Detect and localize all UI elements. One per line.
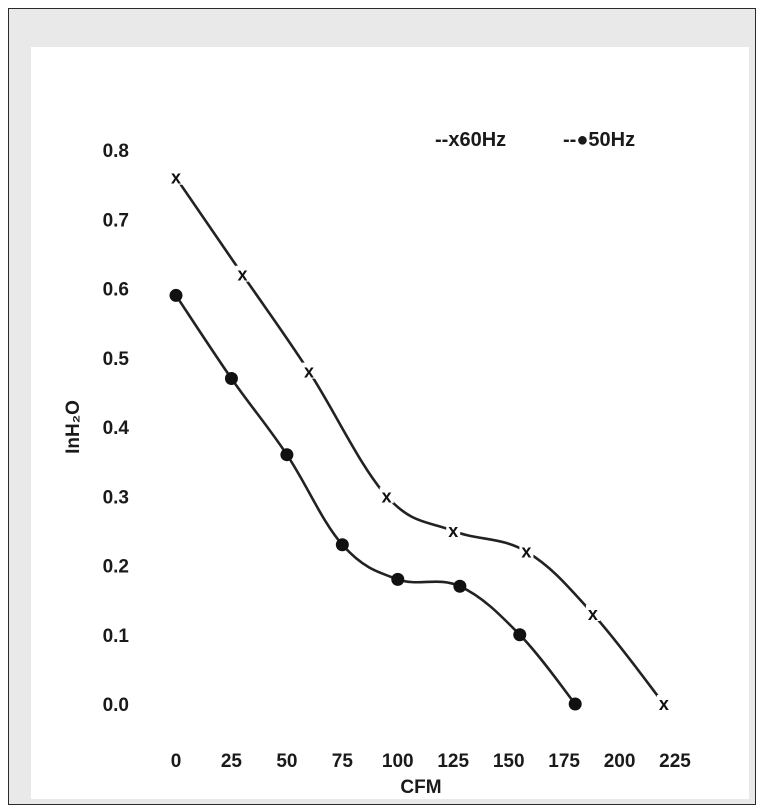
marker-background [519, 542, 534, 559]
y-tick-label: 0.0 [103, 695, 129, 716]
x-tick-label: 0 [171, 751, 182, 772]
data-point-50hz [513, 628, 527, 642]
x-axis-title: CFM [400, 777, 441, 798]
x-tick-label: 25 [221, 751, 243, 772]
data-point-60hz: x [382, 486, 392, 506]
y-tick-label: 0.7 [103, 210, 129, 231]
marker-background [302, 362, 317, 379]
data-point-50hz [453, 579, 467, 593]
data-point-60hz: x [521, 542, 531, 562]
x-tick-label: 225 [659, 751, 691, 772]
data-point-60hz: x [304, 362, 314, 382]
data-point-50hz [280, 448, 294, 462]
y-tick-label: 0.1 [103, 626, 130, 647]
data-point-60hz: x [171, 168, 181, 188]
y-tick-label: 0.2 [103, 557, 129, 578]
data-point-60hz: x [448, 521, 458, 541]
legend: --x60Hz --●50Hz [435, 129, 635, 151]
marker-background [169, 168, 183, 185]
legend-entry-50hz: --●50Hz [563, 129, 635, 151]
x-tick-label: 175 [548, 751, 580, 772]
y-axis-title: InH₂O [63, 400, 84, 454]
chart-frame: 0.0 0.1 0.2 0.3 0.4 0.5 0.6 0.7 0.8 0 25 50 75 100 12… [8, 8, 756, 805]
data-point-50hz [568, 697, 582, 711]
marker-background [446, 521, 461, 538]
marker-background [235, 265, 250, 282]
data-point-50hz [391, 572, 405, 586]
data-point-50hz [335, 538, 349, 552]
y-tick-label: 0.6 [103, 280, 129, 301]
x-tick-label: 75 [332, 751, 354, 772]
series-layer: x x x x x x x x [169, 168, 671, 714]
legend-entry-60hz: --x60Hz [435, 129, 506, 151]
x-tick-label: 125 [437, 751, 469, 772]
data-point-60hz: x [588, 604, 598, 624]
marker-background [585, 604, 600, 621]
x-tick-label: 100 [382, 751, 414, 772]
y-tick-label: 0.5 [103, 349, 130, 370]
line-chart: 0.0 0.1 0.2 0.3 0.4 0.5 0.6 0.7 0.8 0 25 50 75 100 12… [63, 129, 692, 798]
x-tick-label: 150 [493, 751, 525, 772]
x-tick-label: 50 [276, 751, 297, 772]
series-line-50hz [174, 294, 577, 706]
x-tick-label: 200 [604, 751, 636, 772]
data-point-60hz: x [238, 265, 248, 285]
data-point-50hz [224, 372, 238, 386]
y-tick-label: 0.8 [103, 141, 129, 162]
data-point-50hz [169, 288, 183, 302]
chart-panel: 0.0 0.1 0.2 0.3 0.4 0.5 0.6 0.7 0.8 0 25 50 75 100 12… [31, 47, 749, 799]
marker-background [656, 695, 671, 711]
marker-background [379, 487, 394, 504]
y-axis-ticks: 0.0 0.1 0.2 0.3 0.4 0.5 0.6 0.7 0.8 [103, 141, 130, 716]
y-tick-label: 0.3 [103, 487, 129, 508]
y-tick-label: 0.4 [103, 418, 130, 439]
series-line-60hz [174, 176, 666, 706]
x-axis-ticks: 0 25 50 75 100 125 150 175 200 225 [171, 751, 692, 772]
data-point-60hz: x [659, 694, 669, 714]
